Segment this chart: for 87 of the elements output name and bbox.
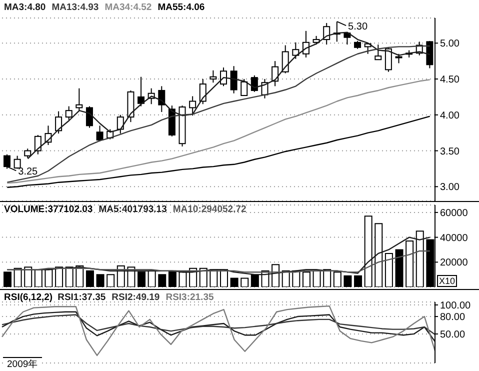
text: MA55:4.06 — [158, 2, 205, 13]
text: RSI2:49.19 — [112, 292, 160, 303]
bar — [44, 269, 53, 287]
bar — [302, 272, 310, 287]
text: MA5:401793.13 — [98, 204, 167, 215]
series-label: RSI1:37.35 — [58, 292, 106, 303]
y-tick-label: 60000 — [440, 208, 468, 220]
candlestick — [282, 44, 289, 74]
text: MA10:294052.72 — [172, 204, 246, 215]
bar — [158, 274, 166, 287]
bar — [354, 275, 362, 287]
bar — [364, 216, 372, 287]
bar — [178, 272, 187, 287]
bar — [96, 274, 104, 287]
bar — [199, 268, 208, 287]
bar — [24, 266, 32, 287]
candlestick — [210, 70, 217, 84]
bar — [34, 269, 42, 287]
bar — [384, 252, 393, 287]
candlestick — [199, 78, 206, 105]
bar — [395, 249, 404, 287]
candlestick — [302, 30, 310, 58]
candlestick — [189, 96, 196, 116]
candlestick — [96, 125, 104, 142]
candlestick — [138, 76, 145, 107]
y-tick-label: 5.00 — [440, 38, 460, 50]
candlestick — [292, 42, 300, 60]
y-axis-title: X10 — [436, 275, 457, 287]
y-tick-label: 40000 — [440, 232, 468, 244]
line-series — [6, 250, 430, 273]
y-tick-label: 3.00 — [440, 182, 460, 194]
line-series — [6, 116, 430, 188]
candlestick — [240, 78, 248, 96]
candlestick — [374, 44, 382, 60]
bar — [323, 269, 332, 287]
line-series — [1, 305, 436, 356]
chart-title: RSI(6,12,2) — [4, 292, 53, 303]
candlestick — [384, 48, 392, 72]
bar — [138, 272, 146, 287]
text: VOLUME:377102.03 — [4, 204, 93, 215]
candlestick — [76, 88, 83, 112]
annotation: 5.30 — [348, 22, 368, 33]
y-tick-label: 20000 — [440, 258, 468, 269]
y-tick-label: 3.50 — [440, 146, 460, 158]
y-tick-label: 100.00 — [440, 300, 472, 312]
bar — [250, 274, 259, 287]
bar — [4, 272, 12, 287]
candlestick — [24, 148, 32, 158]
bar — [282, 270, 290, 287]
candlestick — [55, 110, 62, 134]
bar — [65, 266, 74, 287]
bar — [14, 268, 22, 287]
y-tick-label: 80.00 — [440, 312, 466, 324]
candlestick — [395, 53, 402, 64]
bar — [333, 272, 342, 287]
bar — [374, 223, 383, 287]
bar — [55, 266, 64, 287]
bar — [148, 270, 156, 287]
bar — [106, 274, 115, 287]
candlestick — [323, 22, 330, 46]
bar — [416, 230, 424, 287]
y-tick-label: 50.00 — [440, 330, 466, 340]
candlestick — [344, 32, 351, 46]
bar — [344, 275, 352, 287]
candlestick — [158, 86, 166, 113]
series-label: RSI3:21.35 — [166, 292, 214, 303]
text: MA34:4.52 — [104, 2, 152, 13]
annotation: 3.25 — [18, 166, 38, 178]
bar — [230, 278, 238, 287]
text: MA3:4.80 — [4, 2, 46, 13]
y-tick-label: 4.00 — [440, 110, 460, 122]
candlestick — [116, 114, 124, 134]
bar — [168, 270, 176, 287]
candlestick — [250, 74, 258, 92]
candlestick — [230, 66, 238, 94]
line-series — [1, 311, 436, 342]
y-tick-label: 4.50 — [440, 74, 460, 86]
annotation: 2009年 — [3, 357, 42, 371]
bar — [240, 278, 249, 287]
line-series — [6, 79, 430, 184]
bar — [312, 270, 321, 287]
bar — [406, 240, 414, 287]
candlestick — [65, 106, 72, 120]
candlestick — [86, 106, 93, 128]
bar — [86, 270, 94, 287]
line-series — [1, 314, 436, 336]
text: MA13:4.93 — [52, 2, 99, 13]
